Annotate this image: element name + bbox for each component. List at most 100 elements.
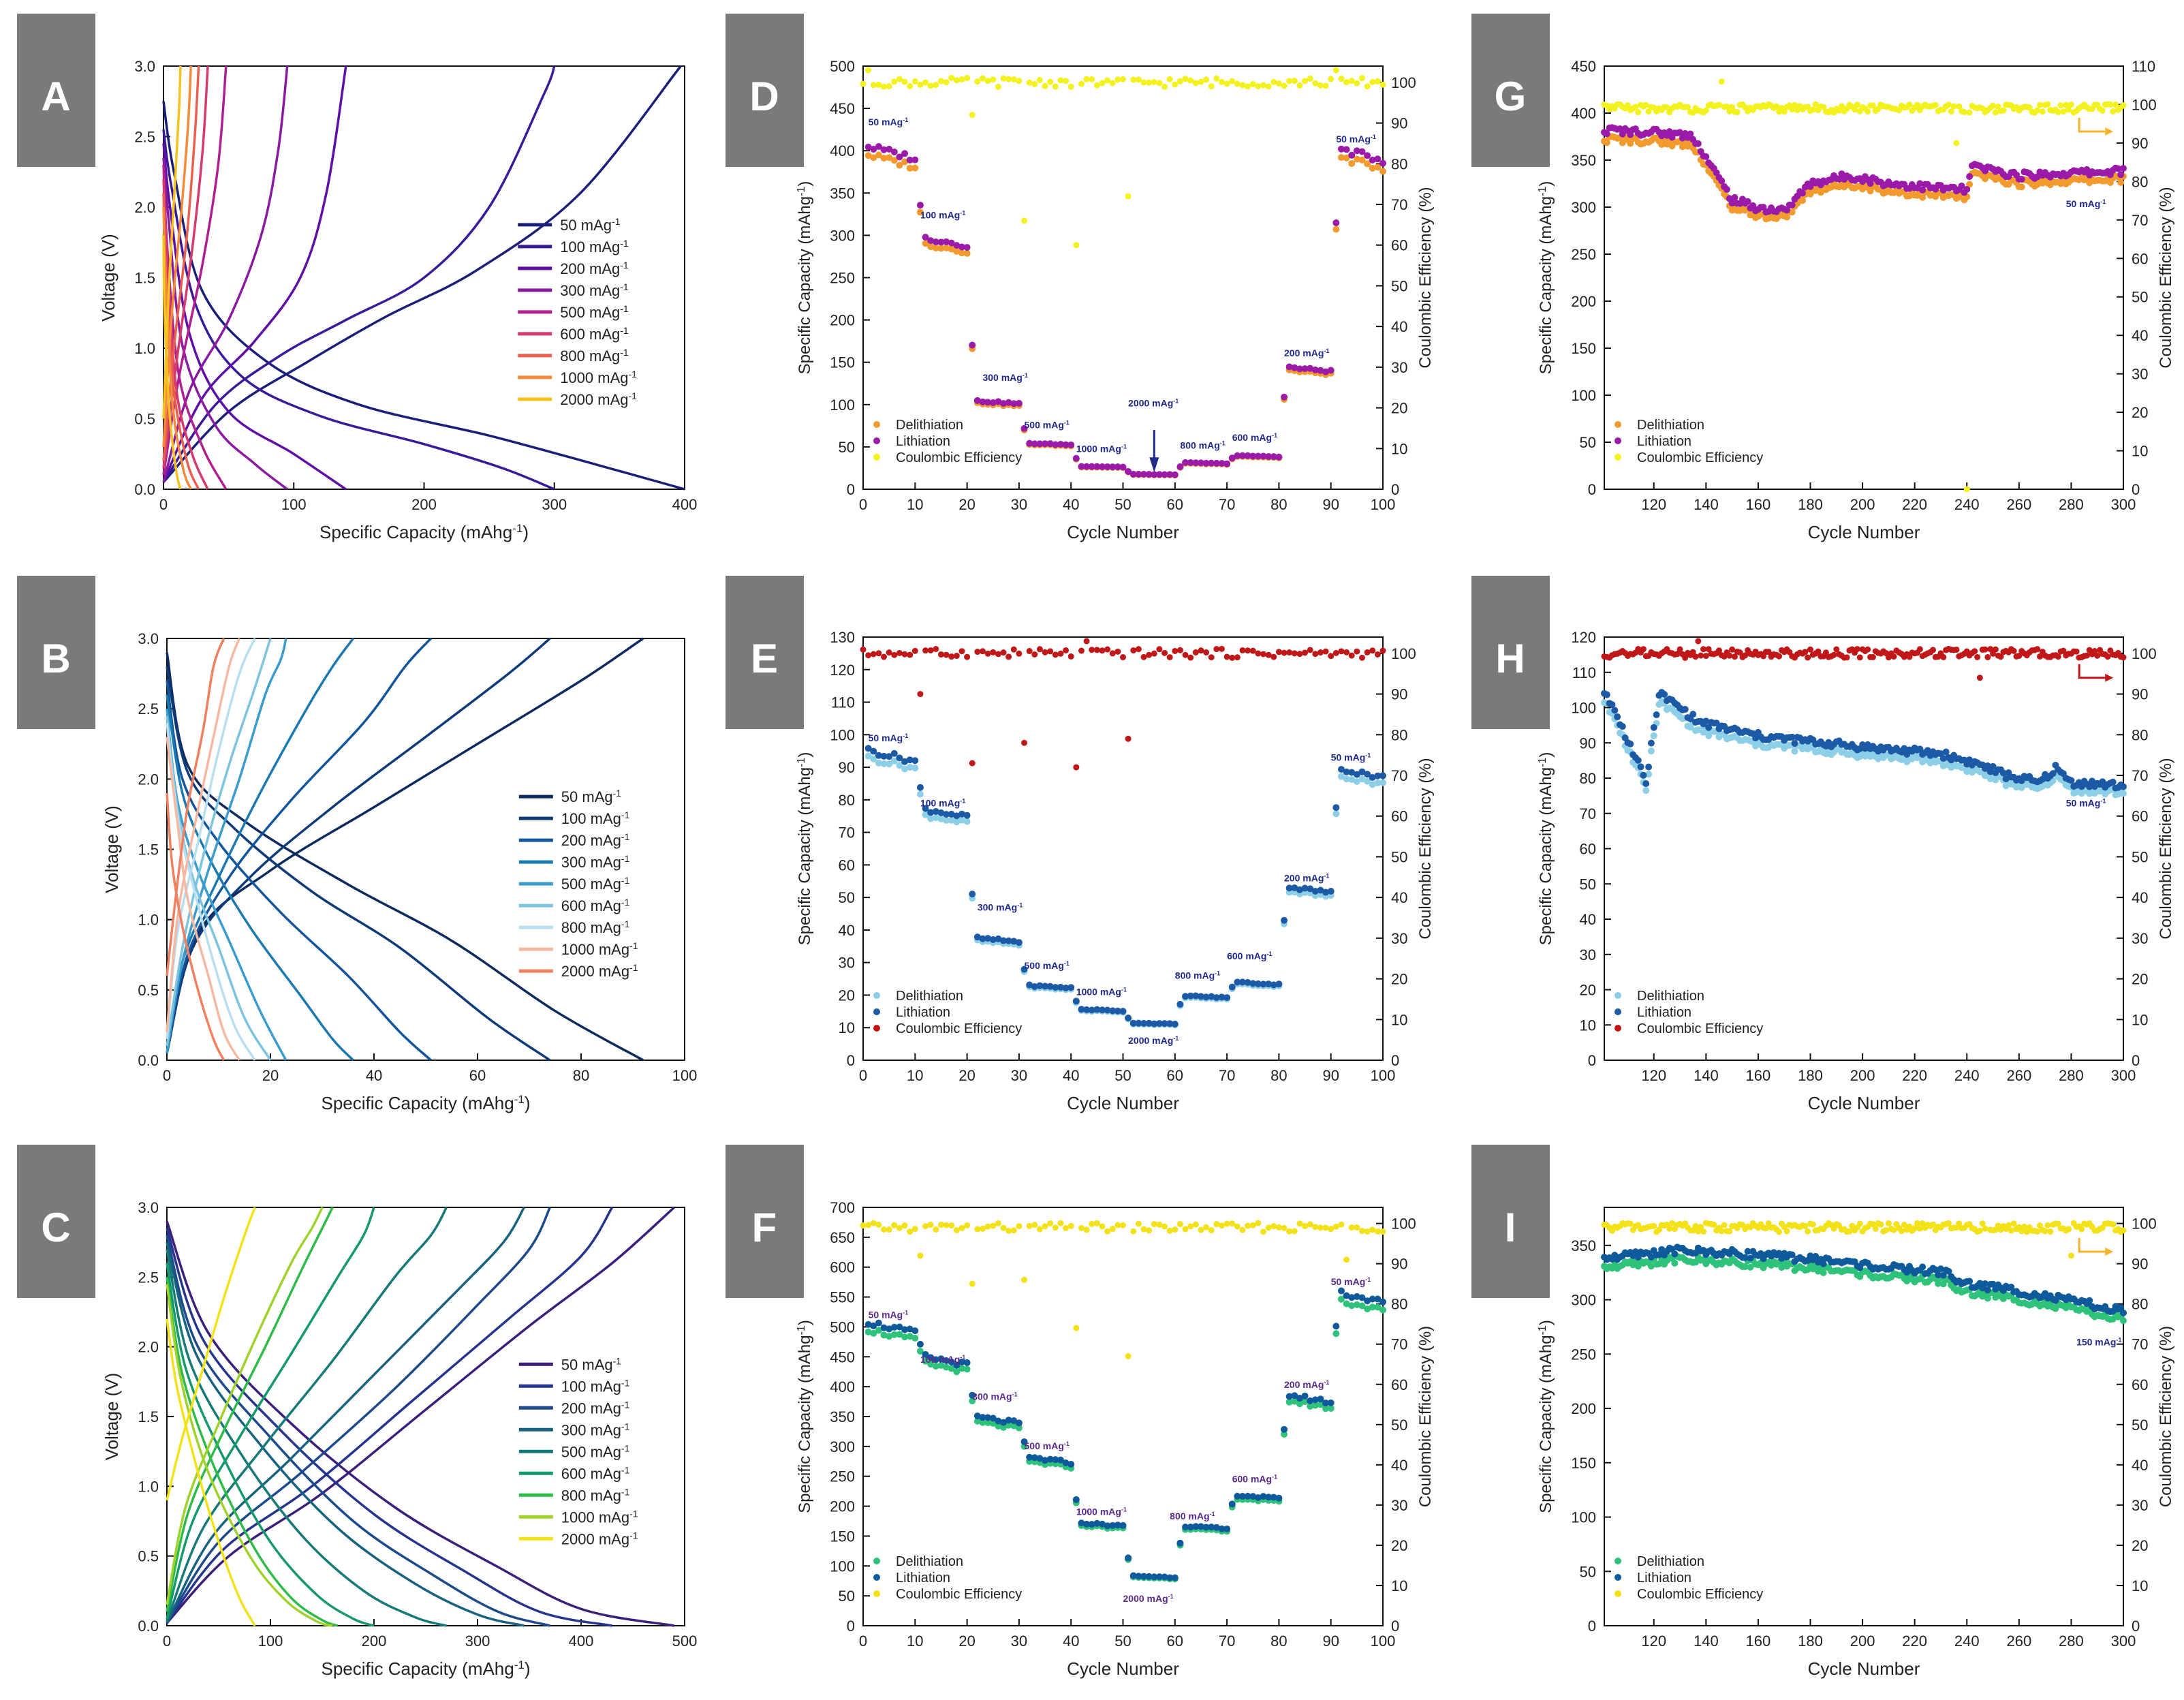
x-tick-label: 160	[1746, 496, 1771, 513]
ce-point	[1627, 1220, 1634, 1227]
lithiation-point	[1986, 768, 1994, 775]
lithiation-point	[1119, 1008, 1127, 1015]
ce-point	[2036, 653, 2043, 660]
y2-tick-label: 100	[1391, 74, 1416, 91]
delithiation-point	[1379, 1306, 1386, 1314]
y-tick-label: 2.5	[134, 129, 155, 146]
lithiation-point	[953, 242, 961, 249]
ce-point	[1838, 103, 1845, 110]
y-tick-label: 0	[1588, 481, 1596, 498]
ce-point	[995, 651, 1001, 658]
lithiation-point	[1838, 170, 1845, 178]
y2-tick-label: 100	[2132, 645, 2157, 662]
ce-point	[1120, 654, 1126, 661]
rate-label: 600 mAg-1	[1227, 951, 1272, 961]
ce-point	[2044, 101, 2051, 108]
lithiation-point	[890, 1323, 898, 1331]
ce-point	[1364, 83, 1371, 90]
lithiation-point	[1042, 983, 1049, 990]
delithiation-point	[937, 1361, 945, 1369]
x-tick-label: 200	[1850, 1067, 1875, 1084]
ce-series	[860, 67, 1386, 249]
lithiation-point	[1358, 768, 1366, 775]
lithiation-point	[1010, 400, 1018, 407]
ce-axis-marker	[2078, 117, 2110, 133]
x-tick-label: 90	[1322, 1633, 1339, 1650]
ce-point	[933, 1226, 939, 1233]
legend-label: Lithiation	[896, 1005, 950, 1020]
ce-point	[2063, 102, 2070, 108]
ce-point	[1700, 1228, 1707, 1235]
ce-point	[1109, 650, 1116, 657]
legend-label: 800 mAg-1	[560, 347, 629, 365]
ce-point	[875, 650, 882, 657]
ce-point	[881, 653, 888, 660]
legend-marker	[1614, 992, 1621, 999]
rate-label: 300 mAg-1	[978, 901, 1023, 912]
ce-point	[1830, 651, 1837, 658]
y-tick-label: 60	[1580, 841, 1596, 858]
ce-point	[917, 81, 924, 88]
ce-point	[943, 651, 950, 658]
legend-label: Delithiation	[896, 989, 963, 1004]
y-tick-label: 3.0	[134, 58, 155, 75]
y2-tick-label: 80	[2132, 173, 2148, 190]
lithiation-point	[1614, 713, 1621, 721]
y-tick-label: 2.0	[134, 199, 155, 216]
ce-point	[1146, 1227, 1153, 1234]
lithiation-point	[2120, 165, 2127, 172]
ce-point	[1971, 648, 1978, 655]
x-tick-label: 140	[1694, 496, 1719, 513]
lithiation-point	[1942, 748, 1950, 756]
ce-point	[984, 650, 991, 657]
lithiation-point	[1270, 981, 1277, 989]
legend-label: 600 mAg-1	[561, 897, 630, 914]
legend-label: 50 mAg-1	[560, 216, 620, 234]
ce-point	[1026, 1222, 1033, 1229]
ce-point	[1270, 653, 1277, 660]
ce-point	[1208, 1227, 1215, 1234]
plot-frame	[1604, 1207, 2124, 1626]
delithiation-point	[989, 1419, 997, 1427]
lithiation-point	[2086, 783, 2093, 790]
ce-point	[1036, 76, 1043, 83]
ce-point	[1151, 1221, 1157, 1228]
ce-point	[1120, 1222, 1126, 1228]
ce-point	[1255, 1220, 1262, 1226]
lithiation-point	[1104, 463, 1111, 471]
ce-point	[1130, 647, 1137, 654]
ce-point	[2036, 102, 2043, 108]
lithiation-point	[1218, 459, 1226, 467]
lithiation-point	[1140, 471, 1148, 478]
lithiation-point	[1358, 1294, 1366, 1301]
charge-curve	[166, 1207, 256, 1501]
lithiation-series	[864, 1287, 1386, 1581]
ce-point	[1063, 78, 1070, 84]
y2-tick-label: 30	[1391, 930, 1407, 947]
delithiation-point	[937, 245, 945, 252]
ce-point	[1036, 1226, 1043, 1233]
lithiation-point	[1000, 400, 1008, 407]
y2-tick-label: 80	[2132, 726, 2148, 743]
ce-point	[1291, 78, 1298, 84]
lithiation-point	[1176, 463, 1184, 471]
ce-point	[1125, 735, 1132, 742]
ce-point	[1961, 108, 1967, 115]
y-tick-label: 90	[1580, 735, 1596, 752]
rate-label: 200 mAg-1	[1284, 347, 1329, 358]
delithiation-point	[1379, 779, 1386, 786]
legend-label: 300 mAg-1	[561, 1421, 630, 1438]
panel-letter-box	[17, 14, 95, 167]
lithiation-point	[1285, 363, 1293, 371]
lithiation-point	[922, 805, 929, 812]
delithiation-point	[896, 762, 903, 769]
lithiation-point	[1867, 180, 1874, 187]
lithiation-point	[1223, 1525, 1231, 1532]
delithiation-point	[953, 247, 961, 255]
y-tick-label: 100	[830, 397, 855, 414]
lithiation-point	[1616, 125, 1623, 132]
charge-curve	[166, 1207, 448, 1622]
ce-point	[1328, 1226, 1335, 1233]
ce-point	[1332, 67, 1339, 74]
y2-tick-label: 40	[2132, 1457, 2148, 1474]
